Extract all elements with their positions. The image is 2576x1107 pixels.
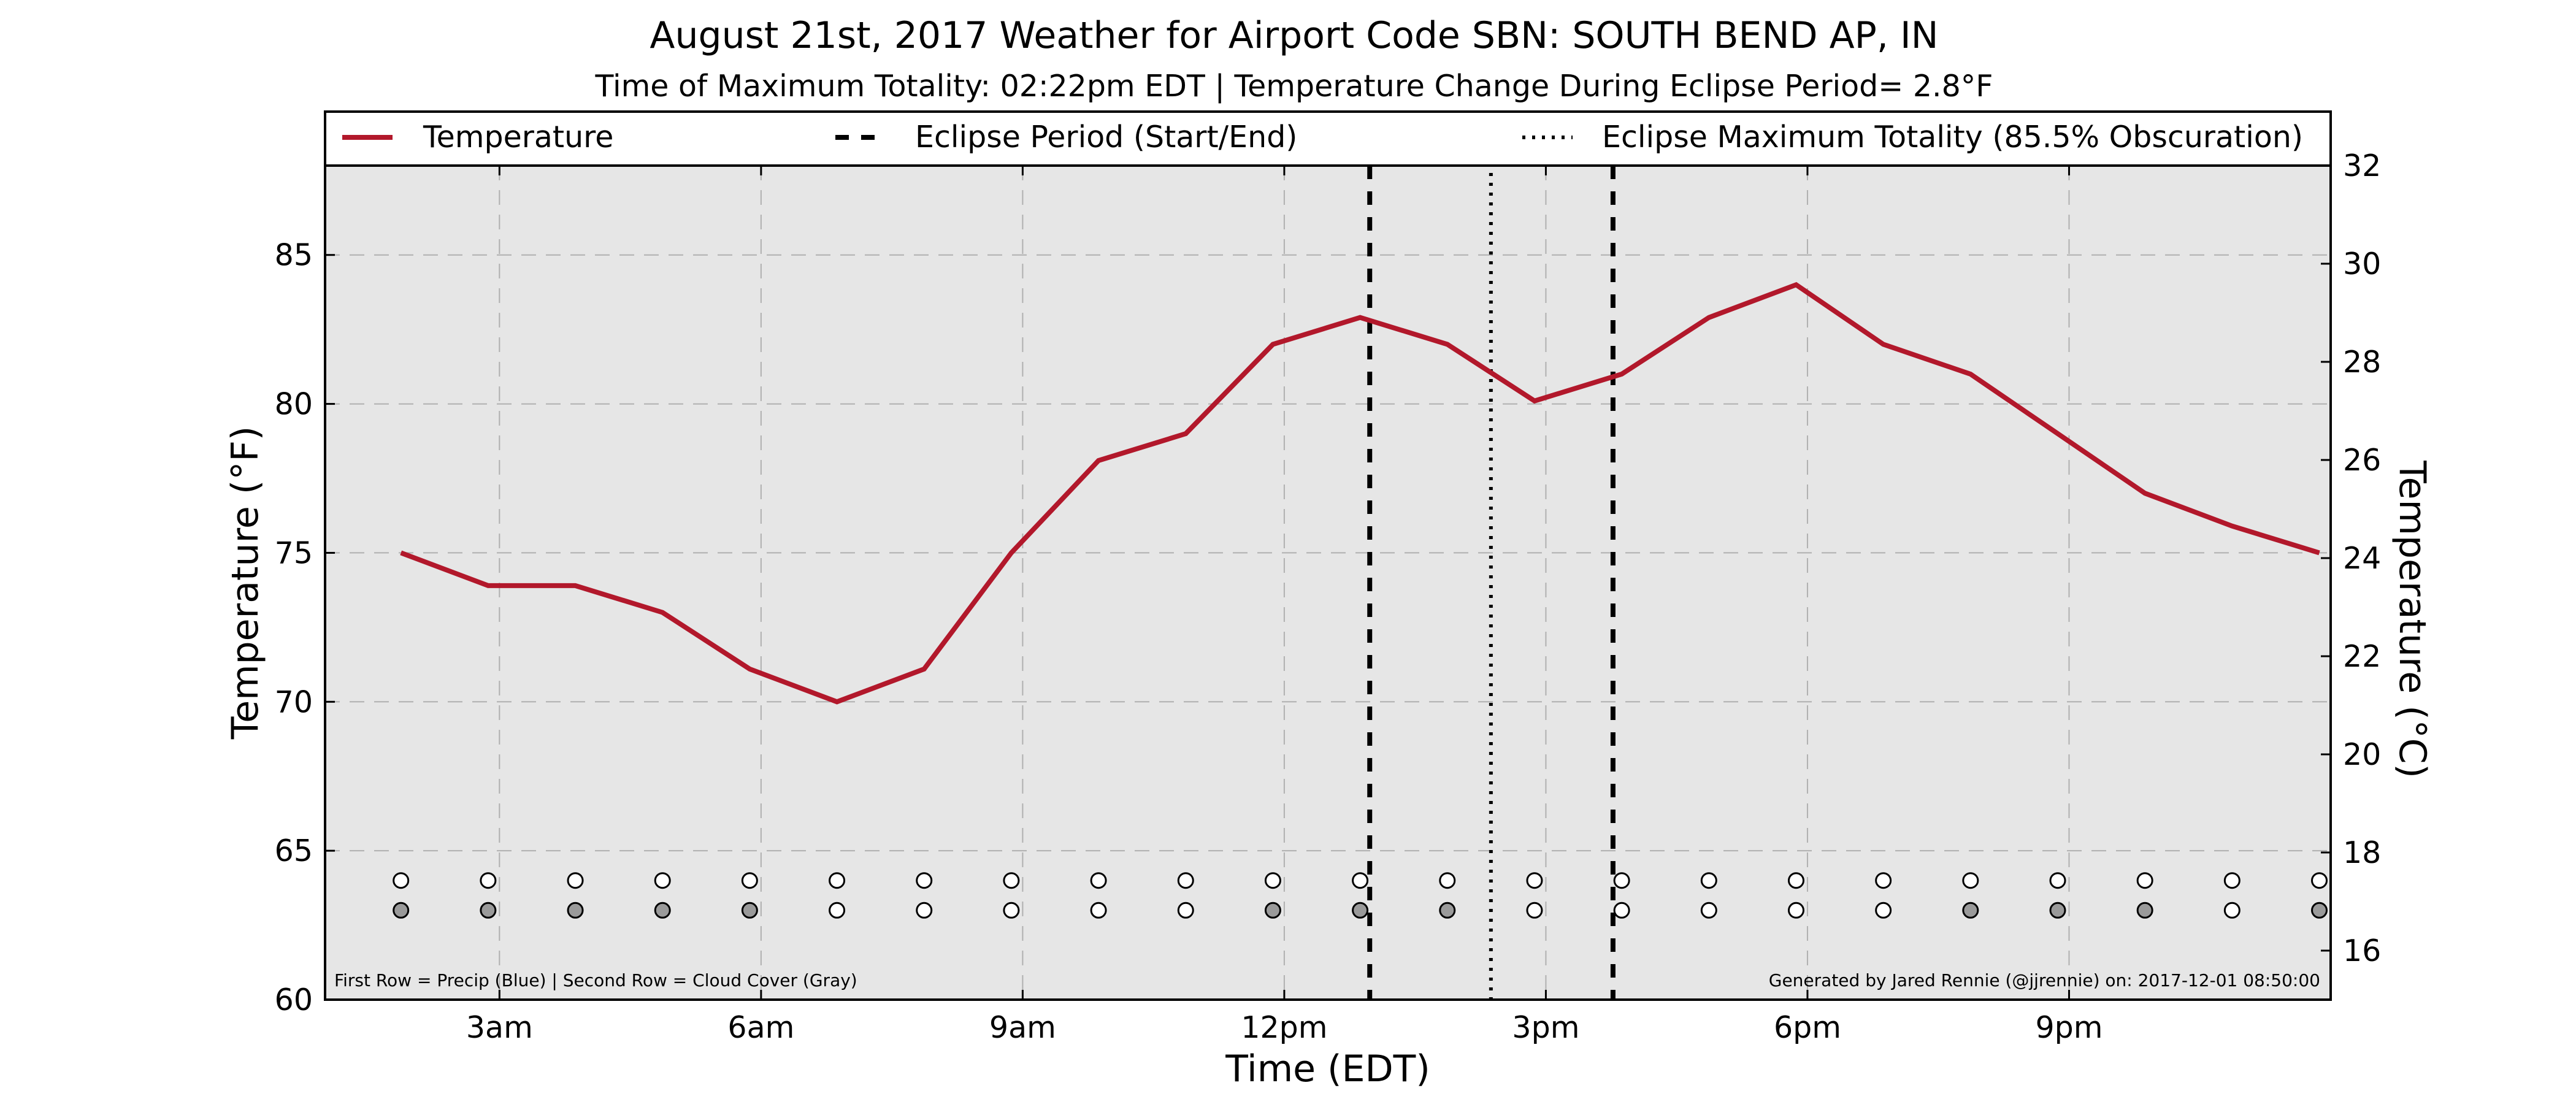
y-tick-label: 75 xyxy=(275,535,313,570)
legend-label-eclipse-max: Eclipse Maximum Totality (85.5% Obscurat… xyxy=(1602,120,2303,155)
cloud-cover-marker xyxy=(480,902,497,919)
x-axis-label: Time (EDT) xyxy=(1225,1048,1430,1090)
x-tick-label: 12pm xyxy=(1241,1010,1327,1045)
footnote-left: First Row = Precip (Blue) | Second Row =… xyxy=(334,970,857,990)
legend-label-eclipse-period: Eclipse Period (Start/End) xyxy=(915,120,1297,155)
y-right-tick-label: 24 xyxy=(2343,541,2381,576)
cloud-cover-marker xyxy=(1352,902,1369,919)
y-tick-label: 85 xyxy=(275,238,313,273)
cloud-cover-marker xyxy=(1177,902,1194,919)
cloud-cover-marker xyxy=(1090,902,1107,919)
legend: Temperature Eclipse Period (Start/End) E… xyxy=(324,110,2332,167)
cloud-cover-marker xyxy=(567,902,584,919)
y-right-tick-label: 32 xyxy=(2343,148,2381,183)
precip-marker xyxy=(916,872,933,889)
x-tick-label: 3am xyxy=(466,1010,533,1045)
cloud-cover-marker xyxy=(2136,902,2153,919)
y-axis-left: 60 65 70 75 80 85 xyxy=(275,238,335,1017)
cloud-cover-marker xyxy=(1264,902,1281,919)
precip-marker xyxy=(567,872,584,889)
cloud-cover-marker xyxy=(829,902,846,919)
cloud-cover-marker xyxy=(2223,902,2241,919)
precip-marker xyxy=(2049,872,2066,889)
y-right-tick-label: 26 xyxy=(2343,443,2381,478)
precip-marker xyxy=(1352,872,1369,889)
precip-marker xyxy=(1875,872,1892,889)
precip-marker xyxy=(1700,872,1717,889)
precip-marker xyxy=(1177,872,1194,889)
legend-label-temperature: Temperature xyxy=(423,120,613,155)
y-right-tick-label: 18 xyxy=(2343,835,2381,870)
eclipse-lines xyxy=(1367,166,1616,1000)
footnote-right: Generated by Jared Rennie (@jjrennie) on… xyxy=(1769,970,2320,990)
precip-marker xyxy=(1526,872,1543,889)
x-tick-label: 3pm xyxy=(1512,1010,1579,1045)
cloud-cover-marker xyxy=(1439,902,1456,919)
y-tick-label: 60 xyxy=(275,983,313,1017)
grid-layer xyxy=(325,166,2331,1000)
chart-subtitle: Time of Maximum Totality: 02:22pm EDT | … xyxy=(595,69,1993,104)
temperature-line xyxy=(400,282,2320,705)
cloud-cover-marker xyxy=(1613,902,1630,919)
cloud-cover-marker xyxy=(1700,902,1717,919)
cloud-cover-marker xyxy=(741,902,758,919)
precip-marker xyxy=(393,872,410,889)
x-tick-label: 9am xyxy=(989,1010,1056,1045)
precip-marker xyxy=(1003,872,1020,889)
x-tick-label: 9pm xyxy=(2035,1010,2103,1045)
legend-frame xyxy=(324,110,2332,167)
cloud-cover-marker xyxy=(393,902,410,919)
x-tick-label: 6am xyxy=(727,1010,794,1045)
y-tick-label: 65 xyxy=(275,833,313,868)
precip-marker xyxy=(654,872,671,889)
y-tick-label: 70 xyxy=(275,684,313,719)
indicator-markers xyxy=(393,872,2328,919)
y-right-tick-label: 30 xyxy=(2343,247,2381,282)
y-right-tick-label: 20 xyxy=(2343,737,2381,772)
precip-marker xyxy=(1613,872,1630,889)
y-right-tick-label: 16 xyxy=(2343,933,2381,968)
y-axis-label-right: Temperature (°C) xyxy=(2391,460,2434,778)
y-right-tick-label: 22 xyxy=(2343,639,2381,674)
precip-marker xyxy=(1090,872,1107,889)
precip-marker xyxy=(1439,872,1456,889)
x-axis: 3am 6am 9am 12pm 3pm 6pm 9pm xyxy=(466,166,2103,1045)
y-tick-label: 80 xyxy=(275,387,313,422)
chart-title: August 21st, 2017 Weather for Airport Co… xyxy=(650,14,1938,57)
cloud-cover-marker xyxy=(654,902,671,919)
cloud-cover-marker xyxy=(1787,902,1804,919)
cloud-cover-marker xyxy=(2049,902,2066,919)
cloud-cover-marker xyxy=(2311,902,2328,919)
cloud-cover-marker xyxy=(916,902,933,919)
cloud-cover-marker xyxy=(1003,902,1020,919)
precip-marker xyxy=(2223,872,2241,889)
y-right-tick-label: 28 xyxy=(2343,345,2381,380)
plot-area xyxy=(325,166,2331,1000)
precip-marker xyxy=(2311,872,2328,889)
precip-marker xyxy=(1962,872,1979,889)
cloud-cover-marker xyxy=(1526,902,1543,919)
x-tick-label: 6pm xyxy=(1774,1010,1841,1045)
cloud-cover-marker xyxy=(1962,902,1979,919)
y-axis-right: 16 18 20 22 24 26 28 30 32 xyxy=(2321,148,2381,968)
cloud-cover-marker xyxy=(1875,902,1892,919)
precip-marker xyxy=(829,872,846,889)
precip-marker xyxy=(1787,872,1804,889)
series-layer xyxy=(400,282,2320,705)
y-axis-label-left: Temperature (°F) xyxy=(224,426,267,740)
precip-marker xyxy=(741,872,758,889)
precip-marker xyxy=(2136,872,2153,889)
precip-marker xyxy=(1264,872,1281,889)
precip-marker xyxy=(480,872,497,889)
